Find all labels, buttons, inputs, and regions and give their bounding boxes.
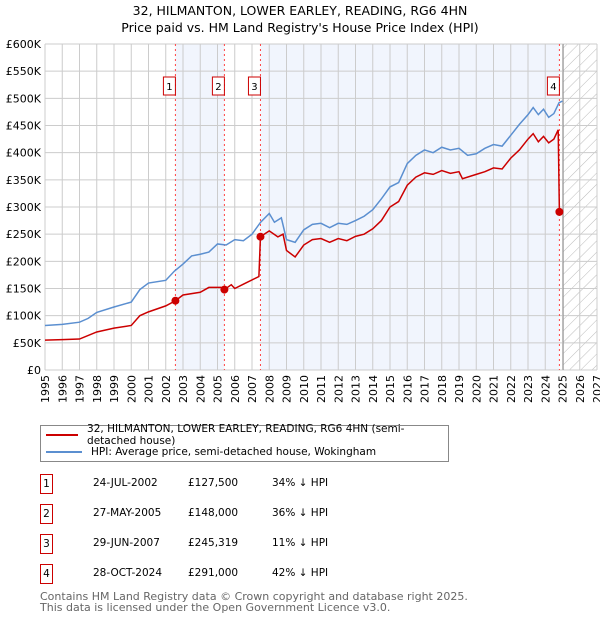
x-tick-label: 2016 bbox=[401, 375, 414, 403]
sale-marker-badge: 4 bbox=[40, 564, 53, 584]
x-tick-label: 2023 bbox=[522, 375, 535, 403]
y-tick-label: £600K bbox=[6, 38, 42, 51]
y-tick-label: £400K bbox=[6, 147, 42, 160]
sale-price: £148,000 bbox=[188, 507, 239, 519]
legend-label-property: 32, HILMANTON, LOWER EARLEY, READING, RG… bbox=[87, 423, 405, 447]
x-tick-label: 2006 bbox=[229, 375, 242, 403]
x-tick-label: 2011 bbox=[315, 375, 328, 403]
price-paid-line bbox=[44, 129, 561, 341]
sale-hpi-diff: 42% ↓ HPI bbox=[272, 567, 329, 579]
legend-item-property: 32, HILMANTON, LOWER EARLEY, READING, RG… bbox=[46, 423, 448, 447]
x-tick-label: 1998 bbox=[91, 375, 104, 403]
sale-marker-badge: 2 bbox=[40, 504, 53, 524]
sale-point bbox=[171, 296, 180, 305]
sale-date: 24-JUL-2002 bbox=[93, 477, 158, 489]
legend-swatch-blue bbox=[46, 451, 82, 453]
x-tick-label: 2008 bbox=[263, 375, 276, 403]
y-tick-label: £500K bbox=[6, 92, 42, 105]
y-tick-label: £550K bbox=[6, 65, 42, 78]
x-tick-label: 2021 bbox=[488, 375, 501, 403]
x-tick-label: 2024 bbox=[539, 375, 552, 403]
sale-marker-label: 3 bbox=[251, 82, 257, 93]
sale-point bbox=[220, 285, 229, 294]
x-tick-label: 2014 bbox=[367, 375, 380, 403]
legend: 32, HILMANTON, LOWER EARLEY, READING, RG… bbox=[40, 423, 449, 462]
sale-price: £127,500 bbox=[188, 477, 239, 489]
y-tick-label: £350K bbox=[6, 174, 42, 187]
table-row: 3 29-JUN-2007 £245,319 11% ↓ HPI bbox=[40, 534, 440, 554]
y-tick-label: £50K bbox=[13, 337, 42, 350]
x-tick-label: 2004 bbox=[194, 375, 207, 403]
footer-licence: This data is licensed under the Open Gov… bbox=[40, 601, 391, 614]
x-tick-label: 2001 bbox=[143, 375, 156, 403]
x-tick-label: 2003 bbox=[177, 375, 190, 403]
table-row: 4 28-OCT-2024 £291,000 42% ↓ HPI bbox=[40, 564, 440, 584]
sale-marker-box bbox=[211, 76, 225, 96]
x-tick-label: 2025 bbox=[557, 375, 570, 403]
sale-point bbox=[256, 232, 265, 241]
y-tick-label: £100K bbox=[6, 310, 42, 323]
x-tick-label: 2018 bbox=[436, 375, 449, 403]
sale-date: 28-OCT-2024 bbox=[93, 567, 162, 579]
hpi-line bbox=[44, 100, 563, 327]
chart-subtitle: Price paid vs. HM Land Registry's House … bbox=[121, 20, 479, 35]
footer-copyright: Contains HM Land Registry data © Crown c… bbox=[40, 590, 468, 603]
sale-hpi-diff: 34% ↓ HPI bbox=[272, 477, 329, 489]
sale-marker-box bbox=[546, 76, 560, 96]
x-tick-label: 2007 bbox=[246, 375, 259, 403]
sale-marker-label: 1 bbox=[166, 82, 172, 93]
y-tick-label: £250K bbox=[6, 228, 42, 241]
x-tick-label: 2000 bbox=[125, 375, 138, 403]
x-tick-label: 1996 bbox=[56, 375, 69, 403]
sale-marker-label: 2 bbox=[215, 82, 221, 93]
y-tick-label: £200K bbox=[6, 255, 42, 268]
x-tick-label: 2010 bbox=[298, 375, 311, 403]
x-tick-label: 2015 bbox=[384, 375, 397, 403]
x-tick-label: 1997 bbox=[74, 375, 87, 403]
y-tick-label: £150K bbox=[6, 283, 42, 296]
x-tick-label: 2013 bbox=[350, 375, 363, 403]
x-tick-label: 2020 bbox=[470, 375, 483, 403]
x-tick-label: 2022 bbox=[505, 375, 518, 403]
sale-date: 27-MAY-2005 bbox=[93, 507, 162, 519]
sale-hpi-diff: 11% ↓ HPI bbox=[272, 537, 329, 549]
legend-label-hpi: HPI: Average price, semi-detached house,… bbox=[91, 446, 377, 458]
x-tick-label: 2002 bbox=[160, 375, 173, 403]
sale-marker-badge: 3 bbox=[40, 534, 53, 554]
x-tick-label: 2019 bbox=[453, 375, 466, 403]
sale-price: £291,000 bbox=[188, 567, 239, 579]
x-tick-label: 1995 bbox=[39, 375, 52, 403]
price-chart: 1995 1996 1997 1998 1999 2000 2001 2002 2003 2004… bbox=[6, 38, 600, 403]
legend-swatch-red bbox=[46, 434, 79, 436]
y-tick-label: £450K bbox=[6, 120, 42, 133]
sale-hpi-diff: 36% ↓ HPI bbox=[272, 507, 329, 519]
y-tick-label: £0 bbox=[27, 364, 41, 377]
sale-price: £245,319 bbox=[188, 537, 239, 549]
chart-title: 32, HILMANTON, LOWER EARLEY, READING, RG… bbox=[132, 3, 468, 18]
legend-item-hpi: HPI: Average price, semi-detached house,… bbox=[46, 444, 376, 460]
x-tick-label: 1999 bbox=[108, 375, 121, 403]
x-tick-label: 2027 bbox=[591, 375, 600, 403]
x-tick-label: 2005 bbox=[212, 375, 225, 403]
y-tick-label: £300K bbox=[6, 201, 42, 214]
sale-marker-box bbox=[162, 76, 176, 96]
x-tick-label: 2017 bbox=[419, 375, 432, 403]
x-tick-label: 2026 bbox=[574, 375, 587, 403]
table-row: 2 27-MAY-2005 £148,000 36% ↓ HPI bbox=[40, 504, 440, 524]
sale-point bbox=[555, 207, 564, 216]
sale-marker-box bbox=[247, 76, 261, 96]
sale-marker-badge: 1 bbox=[40, 474, 53, 494]
sale-marker-label: 4 bbox=[550, 82, 556, 93]
x-tick-label: 2012 bbox=[332, 375, 345, 403]
sale-date: 29-JUN-2007 bbox=[93, 537, 160, 549]
table-row: 1 24-JUL-2002 £127,500 34% ↓ HPI bbox=[40, 474, 440, 494]
x-tick-label: 2009 bbox=[281, 375, 294, 403]
